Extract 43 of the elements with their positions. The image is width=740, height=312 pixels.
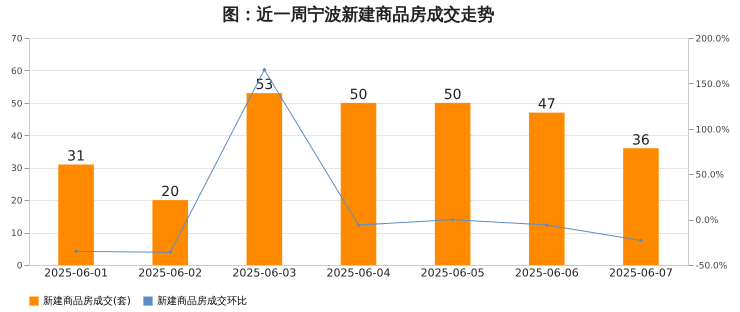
x-tick-label: 2025-06-02 <box>138 266 202 280</box>
y-tick-label: 30 <box>11 164 23 174</box>
y2-tick-label: -50.0% <box>696 262 728 272</box>
data-label: 20 <box>161 184 180 200</box>
bar <box>58 164 94 265</box>
x-tick-label: 2025-06-05 <box>420 266 485 280</box>
x-tick-label: 2025-06-01 <box>44 266 108 280</box>
y2-tick-label: 150.0% <box>696 80 730 90</box>
point <box>638 238 644 243</box>
point <box>450 217 455 222</box>
chart-title: 图：近一周宁波新建商品房成交走势 <box>222 5 494 25</box>
bar <box>340 102 376 265</box>
point <box>168 250 172 254</box>
bar <box>246 93 282 265</box>
bar <box>434 102 470 265</box>
x-tick-label: 2025-06-07 <box>608 266 673 280</box>
y2-tick-label: 200.0% <box>696 34 730 44</box>
y-tick-label: 20 <box>11 196 23 207</box>
bar <box>528 112 565 265</box>
legend-label: 新建商品房成交环比 <box>157 295 247 308</box>
x-tick-label: 2025-06-03 <box>232 266 296 280</box>
y2-tick-label: 100.0% <box>696 125 730 136</box>
x-tick-label: 2025-06-04 <box>326 266 390 280</box>
y2-tick-label: 0.0% <box>696 216 719 226</box>
y-tick-label: 70 <box>11 34 23 44</box>
point <box>262 68 266 72</box>
y-tick-label: 40 <box>11 132 23 142</box>
point <box>356 222 361 228</box>
y-tick-label: 0 <box>16 262 23 272</box>
data-label: 47 <box>538 96 556 113</box>
x-tick-label: 2025-06-06 <box>514 266 579 280</box>
data-label: 50 <box>444 86 462 103</box>
y-tick-label: 50 <box>11 99 23 110</box>
data-label: 36 <box>632 132 650 148</box>
bar <box>623 148 659 265</box>
y2-tick-label: 50.0% <box>696 170 725 181</box>
point <box>74 249 78 254</box>
y-tick-label: 60 <box>11 66 23 77</box>
legend-label: 新建商品房成交(套) <box>43 295 131 308</box>
data-label: 31 <box>67 148 85 164</box>
y-tick-label: 10 <box>11 229 23 240</box>
bar <box>152 200 188 265</box>
data-label: 50 <box>350 86 368 103</box>
